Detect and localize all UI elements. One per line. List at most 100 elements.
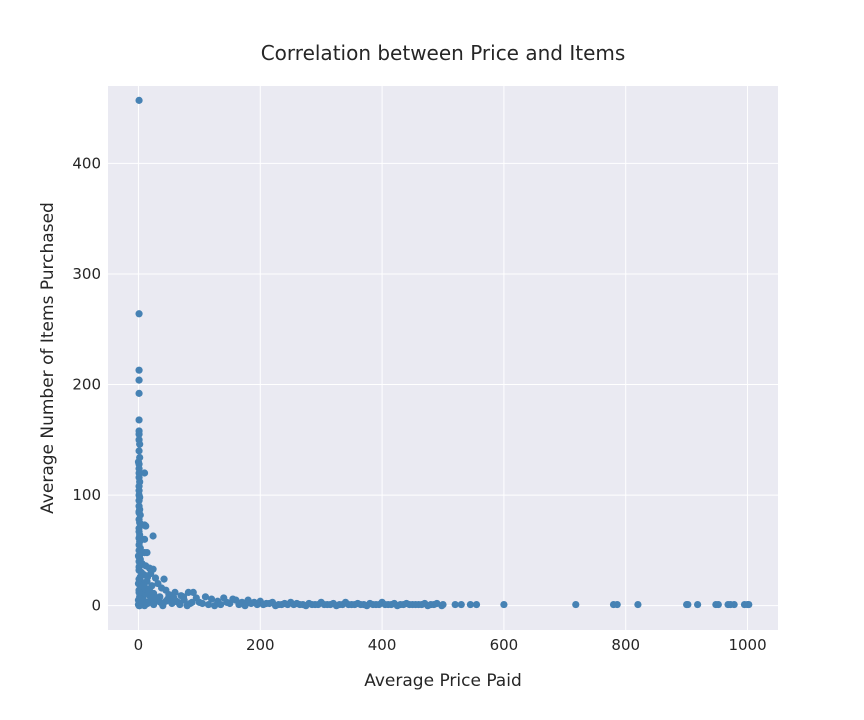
data-point: [271, 602, 280, 610]
data-point: [223, 598, 231, 606]
data-point: [344, 600, 353, 609]
data-point: [418, 600, 426, 609]
data-point: [357, 600, 365, 609]
data-point: [201, 593, 210, 601]
y-tick-label: 100: [72, 486, 101, 504]
data-point: [387, 600, 395, 609]
ticks: 0 200 400 600 800 1000 0 100 200 300 400: [72, 154, 766, 654]
data-point: [613, 600, 621, 609]
data-point: [135, 389, 143, 397]
data-point: [135, 588, 143, 597]
data-point: [164, 595, 172, 603]
data-point: [247, 599, 255, 608]
data-point: [302, 602, 310, 610]
data-point: [411, 600, 420, 609]
data-point: [136, 440, 144, 448]
data-point: [138, 598, 146, 606]
data-point: [134, 458, 143, 466]
data-point: [265, 599, 274, 608]
data-point: [572, 600, 580, 609]
data-point: [500, 600, 508, 609]
data-point: [326, 600, 334, 609]
data-point: [217, 600, 225, 609]
data-point: [363, 602, 371, 610]
data-point: [253, 600, 261, 609]
data-point: [338, 600, 347, 609]
data-point: [207, 595, 216, 603]
data-point: [375, 600, 383, 609]
data-point: [332, 602, 341, 610]
data-point: [198, 599, 207, 608]
data-point: [424, 602, 432, 610]
data-point: [143, 573, 152, 581]
data-point: [135, 508, 143, 516]
data-point: [135, 96, 143, 104]
x-tick-label: 400: [368, 636, 397, 654]
data-point: [430, 600, 438, 609]
x-tick-label: 800: [611, 636, 640, 654]
data-point: [188, 598, 196, 606]
data-point: [134, 552, 143, 560]
x-tick-label: 1000: [728, 636, 766, 654]
plot-area: [108, 86, 778, 630]
x-axis-label: Average Price Paid: [364, 671, 522, 691]
data-point: [745, 600, 753, 609]
data-point: [135, 310, 143, 318]
data-point: [714, 600, 722, 609]
data-point: [135, 366, 143, 374]
data-points: [134, 96, 753, 610]
data-point: [472, 600, 481, 609]
x-tick-label: 0: [134, 636, 144, 654]
data-point: [135, 447, 143, 455]
data-point: [296, 600, 304, 609]
data-point: [684, 600, 692, 609]
data-point: [241, 602, 249, 610]
y-tick-label: 0: [91, 597, 101, 615]
data-point: [466, 600, 475, 609]
data-point: [204, 600, 213, 609]
x-tick-label: 600: [490, 636, 519, 654]
data-point: [139, 582, 147, 590]
data-point: [405, 600, 414, 609]
data-point: [284, 600, 292, 609]
data-point: [399, 600, 408, 609]
y-axis-label: Average Number of Items Purchased: [38, 202, 58, 514]
data-point: [135, 376, 143, 384]
data-point: [135, 416, 143, 424]
data-point: [142, 522, 150, 530]
data-point: [149, 532, 157, 540]
data-point: [634, 600, 642, 609]
data-point: [451, 600, 459, 609]
x-tick-label: 200: [246, 636, 275, 654]
data-point: [381, 600, 389, 609]
data-point: [179, 593, 188, 601]
data-point: [171, 588, 179, 597]
data-point: [140, 469, 149, 477]
data-point: [351, 600, 359, 609]
data-point: [229, 595, 237, 603]
y-tick-label: 400: [72, 154, 101, 172]
data-point: [369, 600, 377, 609]
data-point: [150, 593, 158, 601]
data-point: [308, 600, 316, 609]
data-point: [151, 574, 160, 582]
data-point: [393, 602, 401, 610]
data-point: [694, 600, 702, 609]
data-point: [135, 430, 143, 438]
data-point: [235, 600, 243, 609]
data-point: [135, 497, 143, 505]
chart-title: Correlation between Price and Items: [261, 41, 626, 65]
data-point: [290, 600, 298, 609]
data-point: [314, 600, 322, 609]
data-point: [150, 600, 158, 609]
data-point: [210, 602, 219, 610]
data-point: [438, 602, 446, 610]
data-point: [730, 600, 738, 609]
data-point: [277, 600, 286, 609]
data-point: [457, 600, 465, 609]
data-point: [320, 600, 328, 609]
data-point: [156, 598, 164, 606]
data-point: [176, 600, 184, 609]
data-point: [259, 600, 267, 609]
